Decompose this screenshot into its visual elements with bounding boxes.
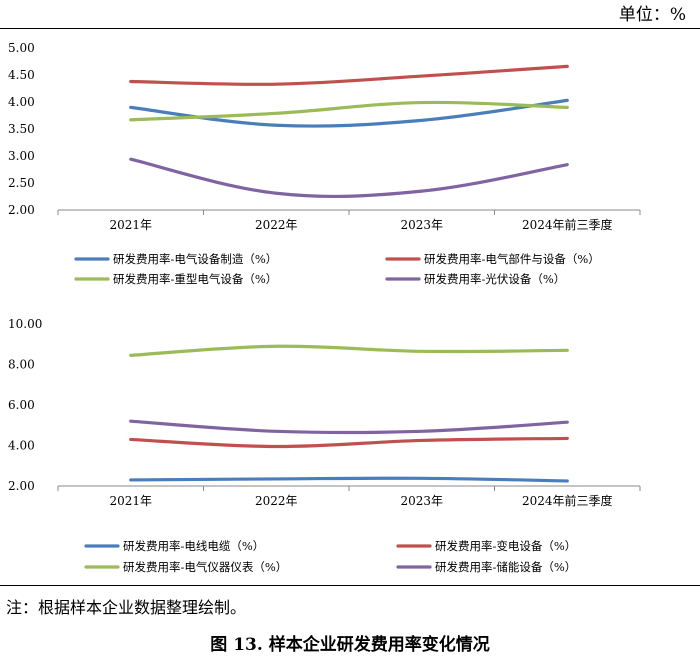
x-tick-label: 2023年	[400, 494, 443, 508]
y-tick-label: 4.50	[8, 68, 35, 82]
top-rule	[0, 28, 700, 29]
x-tick-label: 2024年前三季度	[522, 217, 613, 232]
legend-label: 研发费用率-光伏设备（%）	[424, 272, 565, 286]
x-tick-label: 2021年	[109, 218, 152, 232]
series-line-2	[129, 436, 569, 449]
x-tick-label: 2022年	[255, 494, 298, 508]
legend-label: 研发费用率-重型电气设备（%）	[113, 272, 277, 286]
y-tick-label: 5.00	[8, 41, 35, 55]
legend-label: 研发费用率-变电设备（%）	[435, 539, 576, 553]
legend-label: 研发费用率-电气部件与设备（%）	[424, 252, 600, 266]
y-tick-label: 2.50	[8, 176, 35, 190]
legend-label: 研发费用率-电气仪器仪表（%）	[123, 560, 287, 574]
legend-label: 研发费用率-电线电缆（%）	[123, 539, 264, 553]
series-line-1	[129, 476, 569, 483]
y-tick-label: 3.00	[8, 149, 35, 163]
y-tick-label: 2.00	[8, 203, 35, 217]
x-tick-label: 2021年	[109, 494, 152, 508]
chart-top: 2.00 2.50 3.00 3.50 4.00 4.50 5.00 2021年 2022年 20…	[8, 41, 641, 286]
legend-label: 研发费用率-储能设备（%）	[435, 560, 576, 574]
unit-label: 单位：%	[618, 5, 686, 25]
y-tick-label: 4.00	[8, 439, 35, 453]
y-tick-label: 8.00	[8, 358, 35, 372]
series-line-4	[129, 419, 569, 435]
y-tick-label: 2.00	[8, 479, 35, 493]
y-tick-label: 10.00	[8, 317, 42, 331]
x-tick-label: 2024年前三季度	[522, 493, 613, 508]
bottom-rule	[0, 585, 700, 586]
x-tick-label: 2022年	[255, 218, 298, 232]
series-line-3	[129, 100, 569, 122]
y-tick-label: 4.00	[8, 95, 35, 109]
chart-bottom: 2.00 4.00 6.00 8.00 10.00 2021年 2022年 2023年 2024…	[8, 317, 641, 574]
footnote: 注：根据样本企业数据整理绘制。	[6, 598, 247, 617]
x-tick-label: 2023年	[400, 218, 443, 232]
series-line-2	[129, 64, 569, 86]
y-tick-label: 3.50	[8, 122, 35, 136]
series-line-4	[129, 157, 569, 199]
y-tick-label: 6.00	[8, 398, 35, 412]
series-line-3	[129, 344, 569, 357]
figure-caption: 图 13. 样本企业研发费用率变化情况	[210, 635, 490, 655]
legend-label: 研发费用率-电气设备制造（%）	[113, 252, 277, 266]
